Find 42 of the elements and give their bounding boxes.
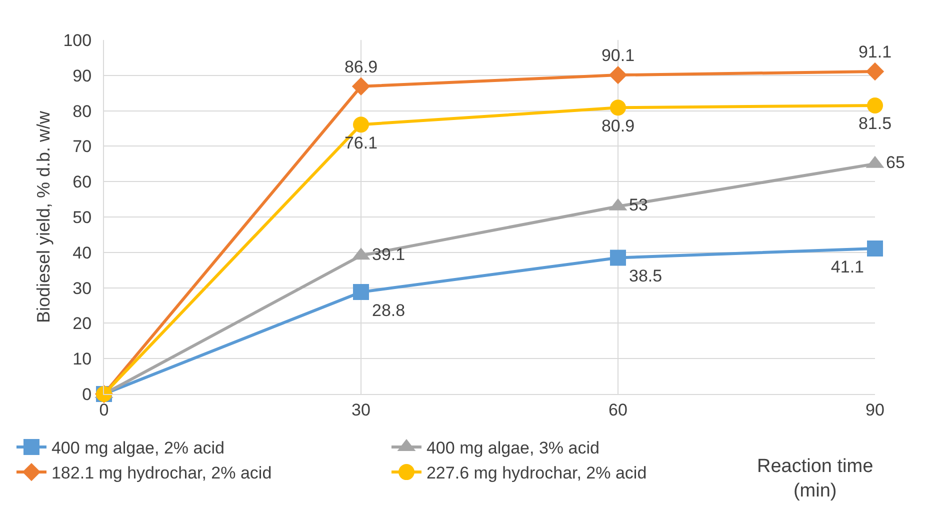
x-tick-label: 30: [352, 400, 370, 420]
y-tick-label: 10: [72, 350, 92, 369]
y-tick-label: 70: [72, 137, 92, 156]
data-label: 76.1: [344, 133, 378, 152]
legend-label: 227.6 mg hydrochar, 2% acid: [426, 464, 647, 483]
point: [867, 240, 883, 257]
data-label: 81.5: [858, 114, 892, 134]
y-tick-label: 50: [72, 208, 92, 227]
y-tick-label: 0: [82, 384, 92, 404]
y-tick-label: 30: [72, 278, 92, 298]
legend-label: 400 mg algae, 3% acid: [426, 438, 600, 458]
y-tick-label: 40: [72, 243, 92, 262]
data-label: 28.8: [372, 300, 406, 320]
data-label: 65: [886, 153, 905, 172]
data-label: 38.5: [629, 266, 662, 286]
y-axis-title: Biodiesel yield, % d.b. w/w: [33, 110, 54, 324]
x-axis-title: Reaction time (min): [757, 456, 874, 502]
data-label: 91.1: [858, 42, 892, 62]
point: [867, 97, 883, 114]
data-label: 86.9: [344, 57, 378, 76]
point: [610, 100, 626, 116]
data-label: 80.9: [601, 116, 635, 136]
x-tick-label: 90: [866, 400, 884, 420]
point: [866, 62, 884, 81]
point: [610, 250, 626, 266]
point: [353, 284, 369, 300]
point: [353, 116, 369, 133]
legend-label: 182.1 mg hydrochar, 2% acid: [51, 464, 272, 483]
y-tick-label: 20: [72, 314, 92, 334]
point: [608, 66, 628, 84]
y-tick-label: 80: [72, 102, 92, 121]
data-label: 53: [629, 196, 648, 215]
y-tick-label: 90: [72, 66, 92, 86]
data-label: 90.1: [601, 46, 635, 66]
x-tick-label: 60: [608, 400, 628, 420]
point: [352, 77, 370, 96]
data-label: 39.1: [372, 244, 406, 264]
y-tick-label: 60: [72, 172, 92, 192]
data-label: 41.1: [830, 257, 864, 276]
y-tick-label: 100: [63, 30, 92, 50]
x-tick-label: 0: [99, 400, 109, 420]
legend-label: 400 mg algae, 2% acid: [51, 438, 224, 458]
